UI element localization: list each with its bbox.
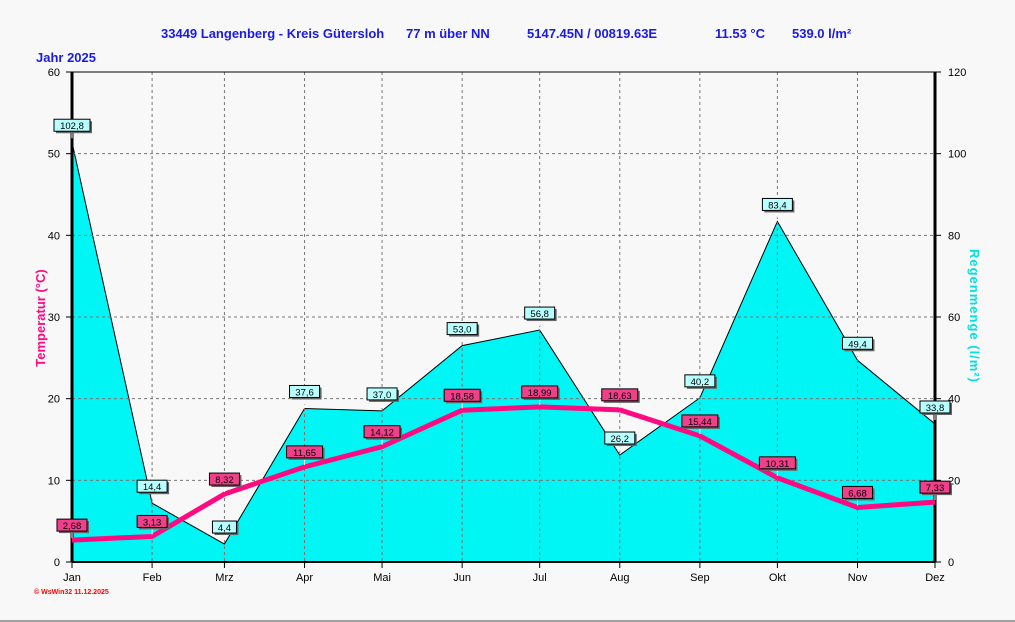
temp-data-label: 11,65 [293, 448, 316, 459]
rain-data-label: 83,4 [768, 200, 787, 211]
y2-tick-label: 120 [948, 67, 966, 79]
x-tick-label: Nov [848, 572, 868, 584]
temp-data-label-box [601, 388, 639, 402]
station-name: 33449 Langenberg - Kreis Gütersloh [161, 26, 385, 41]
temp-data-label: 8,32 [215, 475, 234, 486]
rain-data-label: 53,0 [453, 325, 472, 336]
rain-data-label-box [136, 479, 168, 493]
total-rain: 539.0 l/m² [792, 26, 852, 41]
rain-data-label: 37,6 [295, 387, 314, 398]
temp-data-label-box [758, 456, 796, 470]
x-tick-label: Apr [296, 572, 313, 584]
temp-data-label-box [56, 518, 88, 532]
temp-data-label: 6,68 [848, 488, 867, 499]
y-tick-label: 40 [48, 230, 60, 242]
rain-data-label: 26,2 [611, 434, 630, 445]
temp-data-label-box [286, 445, 324, 459]
x-tick-label: Aug [610, 572, 630, 584]
temp-data-label: 15,44 [688, 417, 712, 428]
y2-tick-label: 60 [948, 312, 960, 324]
y-tick-label: 20 [48, 394, 60, 406]
temp-data-label: 2,68 [63, 521, 82, 532]
rain-data-label-box [841, 336, 873, 350]
rain-data-label-box [524, 306, 556, 320]
rain-data-label: 14,4 [143, 482, 162, 493]
rain-data-label: 56,8 [530, 309, 549, 320]
y-tick-label: 50 [48, 149, 60, 161]
temp-data-label-box [363, 425, 401, 439]
y-tick-label: 10 [48, 475, 60, 487]
temperature-line [71, 404, 936, 543]
temp-data-label-box [443, 388, 481, 402]
temp-data-label-box [208, 472, 240, 486]
footer-credit: © WsWin32 11.12.2025 [34, 589, 109, 596]
y2-tick-label: 0 [948, 557, 954, 569]
y-tick-label: 0 [54, 557, 60, 569]
x-tick-label: Mrz [215, 572, 233, 584]
temp-data-label: 18,63 [608, 391, 632, 402]
temp-data-label-box [136, 514, 168, 528]
rain-data-label: 102,8 [60, 121, 84, 132]
temp-data-label: 14,12 [370, 428, 394, 439]
temp-data-label: 3,13 [143, 517, 162, 528]
x-tick-label: Okt [769, 572, 786, 584]
y2-tick-label: 100 [948, 149, 966, 161]
rain-data-label: 33,8 [926, 403, 945, 414]
temp-data-label: 18,58 [450, 391, 474, 402]
rain-data-label-box [761, 197, 793, 211]
temp-data-label: 18,99 [528, 388, 552, 399]
x-tick-label: Mai [373, 572, 391, 584]
y2-tick-label: 80 [948, 230, 960, 242]
rain-data-label: 40,2 [691, 377, 710, 388]
mean-temperature: 11.53 °C [715, 26, 766, 41]
rain-data-label-box [919, 400, 951, 414]
rain-data-label-box [53, 118, 91, 132]
x-tick-label: Dez [925, 572, 945, 584]
rain-area [71, 142, 936, 563]
x-tick-label: Jun [453, 572, 471, 584]
temp-data-label-box [681, 414, 719, 428]
temp-data-label-box [841, 485, 873, 499]
y-axis-title: Temperatur (°C) [33, 269, 48, 366]
x-tick-label: Sep [690, 572, 710, 584]
rain-data-label-box [211, 520, 237, 534]
rain-data-label: 49,4 [848, 339, 867, 350]
rain-data-label-box [604, 431, 636, 445]
y2-tick-label: 40 [948, 394, 960, 406]
x-tick-label: Feb [143, 572, 162, 584]
x-tick-label: Jan [63, 572, 81, 584]
altitude: 77 m über NN [406, 26, 490, 41]
x-tick-label: Jul [533, 572, 547, 584]
y-tick-label: 30 [48, 312, 60, 324]
rain-data-label: 4,4 [218, 523, 231, 534]
rain-data-label-box [446, 322, 478, 336]
coordinates: 5147.45N / 00819.63E [527, 26, 658, 41]
rain-data-label-box [684, 374, 716, 388]
rain-data-label-box [289, 384, 321, 398]
temp-data-label: 7,33 [926, 483, 945, 494]
temp-data-label: 10,31 [765, 459, 789, 470]
y-tick-label: 60 [48, 67, 60, 79]
temp-data-label-box [521, 385, 559, 399]
temp-data-label-box [919, 480, 951, 494]
rain-data-label: 37,0 [373, 390, 392, 401]
rain-data-label-box [366, 387, 398, 401]
year-label: Jahr 2025 [36, 50, 96, 65]
y2-axis-title: Regenmenge (l/m²) [967, 249, 982, 383]
